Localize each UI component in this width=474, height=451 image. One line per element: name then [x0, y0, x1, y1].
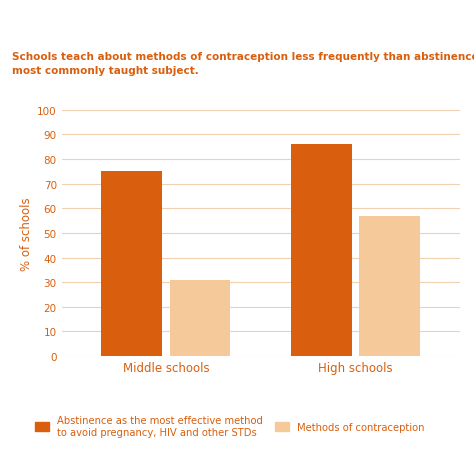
Bar — [359, 216, 420, 356]
Legend: Abstinence as the most effective method
to avoid pregnancy, HIV and other STDs, : Abstinence as the most effective method … — [35, 415, 424, 437]
Bar — [291, 145, 352, 356]
Text: Schools teach about methods of contraception less frequently than abstinence, wh: Schools teach about methods of contracep… — [12, 51, 474, 76]
Y-axis label: % of schools: % of schools — [20, 197, 33, 270]
Bar — [101, 172, 162, 356]
Text: Sex Education in Schools: Sex Education in Schools — [12, 14, 226, 28]
Bar — [170, 280, 230, 356]
